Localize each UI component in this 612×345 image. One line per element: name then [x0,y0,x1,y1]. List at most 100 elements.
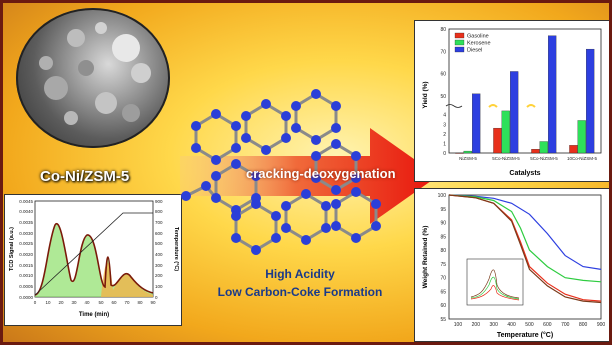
tpd-y2tick: 0 [155,295,158,300]
oxygen-atoms [181,89,381,255]
tpd-y2tick: 200 [155,273,163,278]
tga-xtick: 300 [490,322,499,328]
tga-series-line [448,194,602,283]
yield-bar-chart: 0 1 2 3 4 50 60 70 80 NiZSM-5 5Co-NiZSM-5 5Co-NiZS… [414,20,610,182]
bar-gasoline [569,145,578,154]
legend-swatch [454,46,465,53]
bar-break-mark [526,104,536,108]
tpd-xtick: 40 [84,300,90,305]
tpd-y2tick: 900 [155,199,163,204]
tga-ylabel: Weight Retained (%) [422,226,429,289]
legend-swatch [454,39,465,46]
property-high-acidity: High Acidity [265,267,335,281]
tga-ytick: 65 [440,289,446,295]
tpd-y2tick: 400 [155,252,163,257]
bar-kerosene [501,110,510,154]
bar-ytick: 50 [440,94,446,100]
tga-xtick: 600 [543,322,552,328]
tpd-xtick: 60 [111,300,117,305]
tpd-ytick: 0.0010 [19,273,33,278]
tga-ytick: 60 [440,303,446,309]
tpd-y2ticks: 0 100 200 300 400 500 600 700 800 900 [155,199,163,300]
property-low-coke: Low Carbon-Coke Formation [217,285,383,299]
tga-line-chart: 55 60 65 70 75 80 85 90 95 100 100 200 300 400 500 600… [414,188,610,342]
tpd-ytick: 0.0045 [19,199,33,204]
tpd-y2tick: 300 [155,263,163,268]
tpd-ytick: 0.0035 [19,220,33,225]
bar-ytick: 1 [443,141,446,147]
tga-ytick: 80 [440,248,446,254]
tpd-xtick: 20 [58,300,64,305]
bar-ytick: 2 [443,132,446,138]
bar-yticks: 0 1 2 3 4 50 60 70 80 [440,27,446,157]
tpd-ytick: 0.0015 [19,263,33,268]
tga-ytick: 95 [440,207,446,213]
tga-yticks: 55 60 65 70 75 80 85 90 95 100 [438,193,447,323]
tga-xtick: 100 [454,322,463,328]
tpd-y2label: Temperature (°C) [173,227,179,271]
tpd-y2tick: 700 [155,220,163,225]
process-label: cracking-deoxygenation [246,166,396,181]
tga-xtick: 700 [561,322,570,328]
bar-ytick: 4 [443,113,446,119]
tpd-ytick: 0.0025 [19,241,33,246]
tpd-xtick: 70 [124,300,130,305]
tga-xtick: 200 [472,322,481,328]
bar-xlabel: Catalysts [509,170,540,177]
tpd-y2tick: 800 [155,209,163,214]
tpd-temperature-line [34,212,153,296]
tga-lines [448,194,602,304]
tpd-signal-curve [34,222,154,296]
tga-ytick: 85 [440,234,446,240]
bar-xtick: 5Co-NiZSM-5 [492,156,520,161]
tpd-xlabel: Time (min) [79,312,109,318]
legend-label: Kerosene [467,41,491,47]
zeolite-framework [181,89,381,255]
tga-xtick: 900 [597,322,606,328]
tga-series-line [448,194,602,304]
tpd-peak-orange [101,262,153,297]
tpd-ytick: 0.0000 [19,295,33,300]
tpd-ylabel: TCD Signal (a.u.) [9,227,15,271]
bar-xtick: NiZSM-5 [459,156,477,161]
tpd-xtick: 90 [150,300,156,305]
tpd-xtick: 30 [71,300,77,305]
bar-ytick: 60 [440,72,446,78]
properties-text: High Acidity Low Carbon-Coke Formation [205,265,395,301]
tga-ytick: 75 [440,262,446,268]
tpd-xtick: 0 [34,300,37,305]
bar-xtick: 10Co-NiZSM-5 [567,156,598,161]
bar-ylabel: Yield (%) [422,81,429,108]
tga-ytick: 70 [440,276,446,282]
bar-gasoline [455,152,464,154]
bar-diesel [472,93,481,154]
bar-kerosene [577,120,586,154]
tpd-ytick: 0.0030 [19,231,33,236]
tpd-y2tick: 100 [155,284,163,289]
tga-ytick: 100 [438,193,447,199]
bar-ytick: 0 [443,151,446,157]
sem-micrograph [16,8,170,148]
bar-xtick: 5Co-NiZSM-5 [530,156,558,161]
tpd-xtick: 10 [45,300,51,305]
bar-kerosene [539,141,548,154]
tpd-xtick: 80 [137,300,143,305]
tga-xtick: 400 [507,322,516,328]
legend-label: Diesel [467,48,482,54]
dtg-inset [466,258,524,306]
tpd-ytick: 0.0020 [19,252,33,257]
tpd-y2tick: 500 [155,241,163,246]
tga-series-line [448,194,602,270]
sem-particles [39,22,151,125]
axis-break [445,104,463,108]
bar-ytick: 3 [443,122,446,128]
tpd-xticks: 0 10 20 30 40 50 60 70 80 90 [34,300,156,305]
bar-diesel [586,48,595,154]
tga-xtick: 500 [525,322,534,328]
tga-ytick: 55 [440,317,446,323]
bar-ytick: 70 [440,49,446,55]
tpd-yticks: 0.0000 0.0005 0.0010 0.0015 0.0020 0.002… [19,199,33,300]
tpd-y2tick: 600 [155,231,163,236]
bar-kerosene [463,150,472,154]
